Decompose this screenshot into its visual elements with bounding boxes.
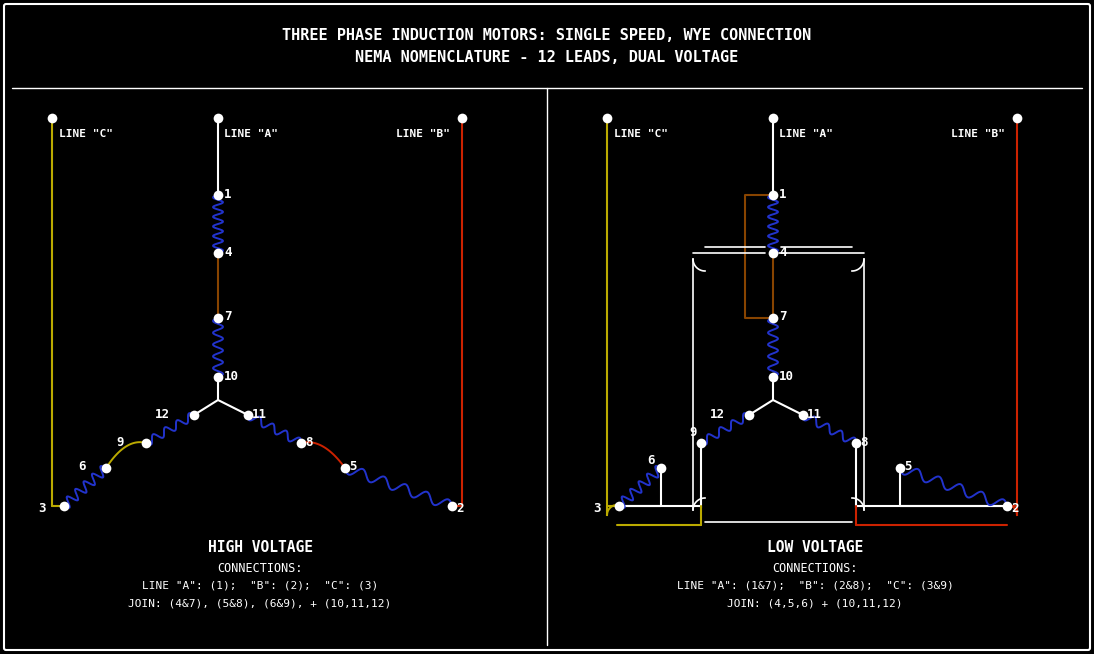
FancyBboxPatch shape (4, 4, 1090, 650)
Text: 3: 3 (594, 502, 601, 515)
Text: 11: 11 (252, 407, 267, 421)
Text: 8: 8 (305, 436, 313, 449)
Text: 1: 1 (224, 188, 232, 201)
Text: 6: 6 (648, 453, 655, 466)
Text: 2: 2 (1011, 502, 1019, 515)
Text: CONNECTIONS:: CONNECTIONS: (218, 562, 303, 574)
Text: 10: 10 (779, 370, 794, 383)
Text: HIGH VOLTAGE: HIGH VOLTAGE (208, 540, 313, 555)
Text: LINE "C": LINE "C" (614, 129, 668, 139)
Text: 9: 9 (116, 436, 124, 449)
Text: 9: 9 (689, 426, 697, 439)
Text: JOIN: (4&7), (5&8), (6&9), + (10,11,12): JOIN: (4&7), (5&8), (6&9), + (10,11,12) (128, 599, 392, 609)
Text: LINE "B": LINE "B" (396, 129, 450, 139)
Text: 7: 7 (779, 311, 787, 324)
Text: LINE "A": (1&7);  "B": (2&8);  "C": (3&9): LINE "A": (1&7); "B": (2&8); "C": (3&9) (676, 581, 953, 591)
Text: 5: 5 (904, 460, 911, 473)
Text: 7: 7 (224, 311, 232, 324)
Text: 8: 8 (860, 436, 868, 449)
Text: THREE PHASE INDUCTION MOTORS: SINGLE SPEED, WYE CONNECTION: THREE PHASE INDUCTION MOTORS: SINGLE SPE… (282, 27, 812, 43)
Text: LINE "C": LINE "C" (59, 129, 113, 139)
Text: 4: 4 (224, 245, 232, 258)
Text: NEMA NOMENCLATURE - 12 LEADS, DUAL VOLTAGE: NEMA NOMENCLATURE - 12 LEADS, DUAL VOLTA… (356, 50, 738, 65)
Text: LINE "B": LINE "B" (951, 129, 1005, 139)
Text: LINE "A": (1);  "B": (2);  "C": (3): LINE "A": (1); "B": (2); "C": (3) (142, 581, 379, 591)
Text: 11: 11 (807, 407, 822, 421)
Text: 10: 10 (224, 370, 238, 383)
Text: 12: 12 (155, 407, 170, 421)
Text: 2: 2 (456, 502, 464, 515)
Text: LINE "A": LINE "A" (779, 129, 833, 139)
Text: 12: 12 (710, 407, 725, 421)
Text: LOW VOLTAGE: LOW VOLTAGE (767, 540, 863, 555)
Text: 1: 1 (779, 188, 787, 201)
Text: LINE "A": LINE "A" (224, 129, 278, 139)
Text: CONNECTIONS:: CONNECTIONS: (772, 562, 858, 574)
Text: 6: 6 (79, 460, 86, 473)
Text: 4: 4 (779, 245, 787, 258)
Text: JOIN: (4,5,6) + (10,11,12): JOIN: (4,5,6) + (10,11,12) (728, 599, 903, 609)
Text: 3: 3 (38, 502, 46, 515)
Text: 5: 5 (349, 460, 357, 473)
